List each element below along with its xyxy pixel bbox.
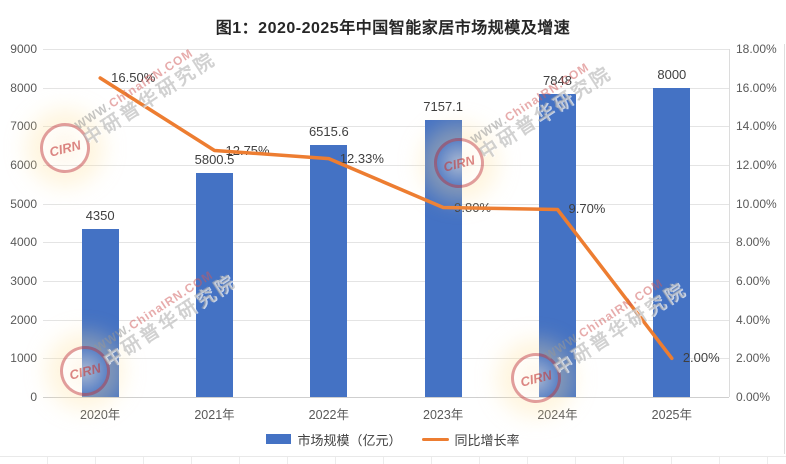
growth-rate-line xyxy=(98,76,674,361)
x-axis-label: 2021年 xyxy=(194,408,235,422)
left-axis-tick: 5000 xyxy=(10,196,37,211)
chart-right-border xyxy=(784,44,785,454)
legend-item-market-size[interactable]: 市场规模（亿元） xyxy=(266,430,402,449)
bar-data-label: 8000 xyxy=(657,66,687,82)
bar-data-label: 4350 xyxy=(85,207,115,223)
line-data-label: 2.00% xyxy=(682,350,720,366)
x-axis-label: 2023年 xyxy=(423,408,464,422)
gridline xyxy=(43,319,729,321)
right-axis-tick: 12.00% xyxy=(736,158,777,172)
gridline xyxy=(43,281,729,282)
right-axis-tick: 2.00% xyxy=(736,351,771,366)
left-axis-tick: 9000 xyxy=(10,42,37,56)
bar-data-label: 6515.6 xyxy=(308,124,349,140)
chart-title: 图1：2020-2025年中国智能家居市场规模及增速 xyxy=(215,20,571,37)
gridline xyxy=(43,358,729,360)
right-axis-tick: 14.00% xyxy=(736,119,777,134)
line-data-label: 9.70% xyxy=(568,201,606,217)
bar-data-label: 7848 xyxy=(543,72,572,88)
bar-2021年[interactable] xyxy=(196,172,233,397)
bar-data-label: 7157.1 xyxy=(423,99,464,115)
x-axis-label: 2024年 xyxy=(537,408,578,422)
x-axis-label: 2022年 xyxy=(308,408,349,422)
line-series-swatch-icon xyxy=(421,437,449,441)
x-axis-label: 2025年 xyxy=(651,408,692,422)
left-axis-tick: 3000 xyxy=(10,274,37,288)
left-axis-tick: 0 xyxy=(30,390,37,404)
right-axis-tick: 4.00% xyxy=(736,312,771,327)
left-axis-tick: 2000 xyxy=(10,312,37,327)
spreadsheet-row-strip xyxy=(0,456,786,464)
line-data-label: 12.33% xyxy=(339,150,384,166)
left-axis-tick: 1000 xyxy=(10,351,37,366)
bar-data-label: 5800.5 xyxy=(194,151,235,167)
left-axis-tick: 8000 xyxy=(10,80,37,95)
gridline xyxy=(43,242,729,244)
bar-2022年[interactable] xyxy=(310,145,348,397)
bar-series-swatch-icon xyxy=(266,434,292,444)
left-axis-tick: 4000 xyxy=(10,235,37,250)
right-axis-tick: 10.00% xyxy=(736,196,777,211)
gridline xyxy=(43,126,729,128)
gridline xyxy=(43,397,729,398)
x-axis-label: 2020年 xyxy=(80,408,121,422)
left-axis-tick: 6000 xyxy=(10,158,37,172)
line-data-label: 16.50% xyxy=(111,70,156,85)
right-axis-tick: 16.00% xyxy=(736,80,777,95)
right-axis-tick: 6.00% xyxy=(736,274,771,288)
bar-2025年[interactable] xyxy=(653,87,691,397)
right-axis-line xyxy=(729,49,730,397)
gridline xyxy=(43,87,729,89)
bar-2024年[interactable] xyxy=(539,93,576,397)
right-axis-tick: 0.00% xyxy=(736,390,771,404)
gridline xyxy=(43,203,729,205)
gridline xyxy=(43,49,729,50)
right-axis-tick: 8.00% xyxy=(736,235,771,250)
legend-label-growth-rate: 同比增长率 xyxy=(454,432,520,448)
legend-label-market-size: 市场规模（亿元） xyxy=(297,432,402,448)
right-axis-tick: 18.00% xyxy=(736,42,777,56)
legend-item-growth-rate[interactable]: 同比增长率 xyxy=(421,430,520,449)
gridline xyxy=(43,165,729,166)
legend: 市场规模（亿元） 同比增长率 xyxy=(0,429,786,449)
left-axis-tick: 7000 xyxy=(10,119,37,134)
